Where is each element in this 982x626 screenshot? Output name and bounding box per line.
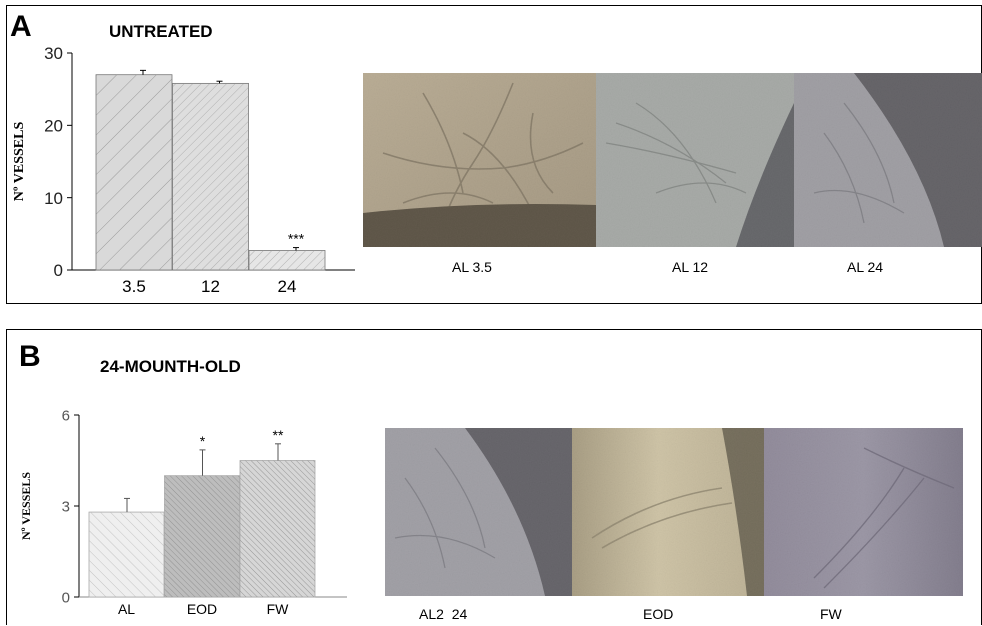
caption-al-12: AL 12 <box>672 259 709 275</box>
y-tick-label: 0 <box>54 261 63 280</box>
category-label-fw: FW <box>267 601 290 617</box>
significance-eod: * <box>200 433 206 449</box>
y-tick-label: 30 <box>44 44 63 63</box>
bar-hatch-24 <box>249 250 325 270</box>
chart-b: 0 3 6 Nº VESSELS AL * EOD ** FW <box>19 407 347 617</box>
chart-a: 0 10 20 30 Nº VESSELS 3.5 12 *** 24 <box>12 44 355 296</box>
bar-hatch-eod <box>164 475 240 597</box>
category-label-3-5: 3.5 <box>122 277 146 296</box>
panel-b-title: 24-MOUNTH-OLD <box>100 357 241 376</box>
caption-fw: FW <box>820 606 842 622</box>
y-tick-label: 10 <box>44 189 63 208</box>
bar-hatch-3-5 <box>96 74 172 270</box>
category-label-eod: EOD <box>187 601 217 617</box>
panel-a-title: UNTREATED <box>109 22 213 41</box>
category-label-12: 12 <box>201 277 220 296</box>
bar-hatch-12 <box>172 83 249 270</box>
micrograph-fw <box>764 428 963 596</box>
micrograph-eod <box>572 428 764 596</box>
y-tick-label: 6 <box>62 407 70 424</box>
panel-a-letter: A <box>10 10 32 43</box>
bar-hatch-fw <box>240 460 315 597</box>
caption-eod: EOD <box>643 606 674 622</box>
significance-fw: ** <box>273 427 284 443</box>
y-tick-label: 0 <box>62 589 70 606</box>
micrograph-al-3-5 <box>363 73 596 247</box>
y-tick-label: 3 <box>62 498 70 515</box>
panel-a: A UNTREATED 0 10 20 30 Nº VESSELS 3.5 12 *** 24 <box>6 5 982 304</box>
category-label-al: AL <box>118 601 135 617</box>
y-axis-label: Nº VESSELS <box>19 472 33 540</box>
micrograph-al2-24 <box>385 428 572 596</box>
micrograph-al-24 <box>794 73 982 247</box>
panel-b-letter: B <box>19 340 41 373</box>
caption-al-3-5: AL 3.5 <box>452 259 492 275</box>
caption-al2-24: AL2 24 <box>419 606 468 622</box>
caption-al-24: AL 24 <box>847 259 884 275</box>
micrograph-al-12 <box>596 73 794 247</box>
y-tick-label: 20 <box>44 116 63 135</box>
bar-hatch-al <box>89 512 164 597</box>
y-axis-label: Nº VESSELS <box>12 122 27 202</box>
significance-24: *** <box>288 231 305 247</box>
panel-b: B 24-MOUNTH-OLD 0 3 6 Nº VESSELS AL * EOD ** FW <box>6 329 982 625</box>
category-label-24: 24 <box>278 277 297 296</box>
